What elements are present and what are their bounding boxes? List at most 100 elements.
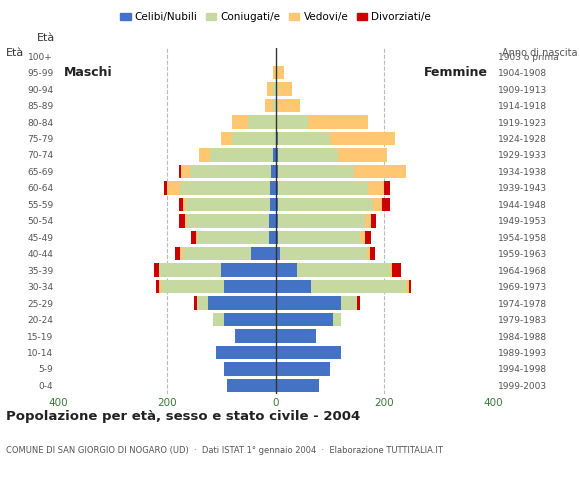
Bar [182,165,190,178]
Bar [190,165,271,178]
Bar [154,264,158,277]
Bar [224,362,276,376]
Bar [278,230,360,244]
Bar [248,115,276,129]
Text: Età: Età [6,48,24,58]
Bar [264,99,273,112]
Bar [276,99,278,112]
Bar [330,132,395,145]
Bar [276,329,316,343]
Bar [278,83,292,96]
Bar [341,296,357,310]
Bar [367,247,369,261]
Bar [276,296,341,310]
Bar [276,66,284,79]
Bar [276,181,278,194]
Bar [276,362,330,376]
Text: Maschi: Maschi [63,66,112,79]
Bar [224,280,276,293]
Bar [276,165,278,178]
Bar [308,115,368,129]
Bar [384,181,390,194]
Bar [216,346,276,359]
Text: Età: Età [37,33,55,43]
Bar [365,230,371,244]
Bar [382,198,390,211]
Bar [276,230,278,244]
Bar [232,132,276,145]
Bar [221,132,232,145]
Bar [276,198,278,211]
Bar [276,264,297,277]
Bar [251,247,276,261]
Bar [406,280,409,293]
Bar [158,280,161,293]
Bar [393,264,401,277]
Bar [354,165,406,178]
Bar [273,83,275,96]
Bar [297,264,390,277]
Bar [179,214,184,228]
Bar [374,198,382,211]
Bar [158,264,221,277]
Bar [270,198,276,211]
Bar [371,214,376,228]
Bar [276,379,319,392]
Bar [278,214,365,228]
Bar [198,230,269,244]
Bar [273,148,275,162]
Bar [270,181,276,194]
Bar [197,296,208,310]
Bar [186,198,270,211]
Bar [276,313,332,326]
Bar [187,214,269,228]
Bar [276,214,278,228]
Bar [280,247,367,261]
Text: Anno di nascita: Anno di nascita [502,48,577,58]
Bar [390,264,393,277]
Text: COMUNE DI SAN GIORGIO DI NOGARO (UD)  ·  Dati ISTAT 1° gennaio 2004  ·  Elaboraz: COMUNE DI SAN GIORGIO DI NOGARO (UD) · D… [6,446,443,456]
Bar [276,83,278,96]
Bar [273,99,275,112]
Bar [368,181,384,194]
Bar [269,214,276,228]
Bar [357,296,360,310]
Bar [276,115,308,129]
Bar [221,264,276,277]
Bar [183,198,186,211]
Bar [267,83,273,96]
Bar [175,247,180,261]
Bar [276,247,280,261]
Bar [278,181,368,194]
Bar [278,198,374,211]
Bar [276,346,341,359]
Bar [278,99,300,112]
Bar [179,198,183,211]
Bar [269,230,276,244]
Bar [180,181,270,194]
Bar [232,115,248,129]
Bar [156,280,158,293]
Bar [271,165,276,178]
Bar [276,148,278,162]
Legend: Celibi/Nubili, Coniugati/e, Vedovi/e, Divorziati/e: Celibi/Nubili, Coniugati/e, Vedovi/e, Di… [116,8,435,26]
Bar [409,280,411,293]
Bar [180,247,183,261]
Bar [278,148,338,162]
Bar [278,165,354,178]
Text: Femmine: Femmine [423,66,488,79]
Bar [360,230,365,244]
Bar [161,280,224,293]
Bar [179,165,182,178]
Bar [184,214,187,228]
Bar [235,329,276,343]
Bar [276,280,311,293]
Text: Popolazione per età, sesso e stato civile - 2004: Popolazione per età, sesso e stato civil… [6,410,360,423]
Bar [191,230,195,244]
Bar [210,148,273,162]
Bar [332,313,341,326]
Bar [164,181,167,194]
Bar [311,280,406,293]
Bar [167,181,180,194]
Bar [195,230,198,244]
